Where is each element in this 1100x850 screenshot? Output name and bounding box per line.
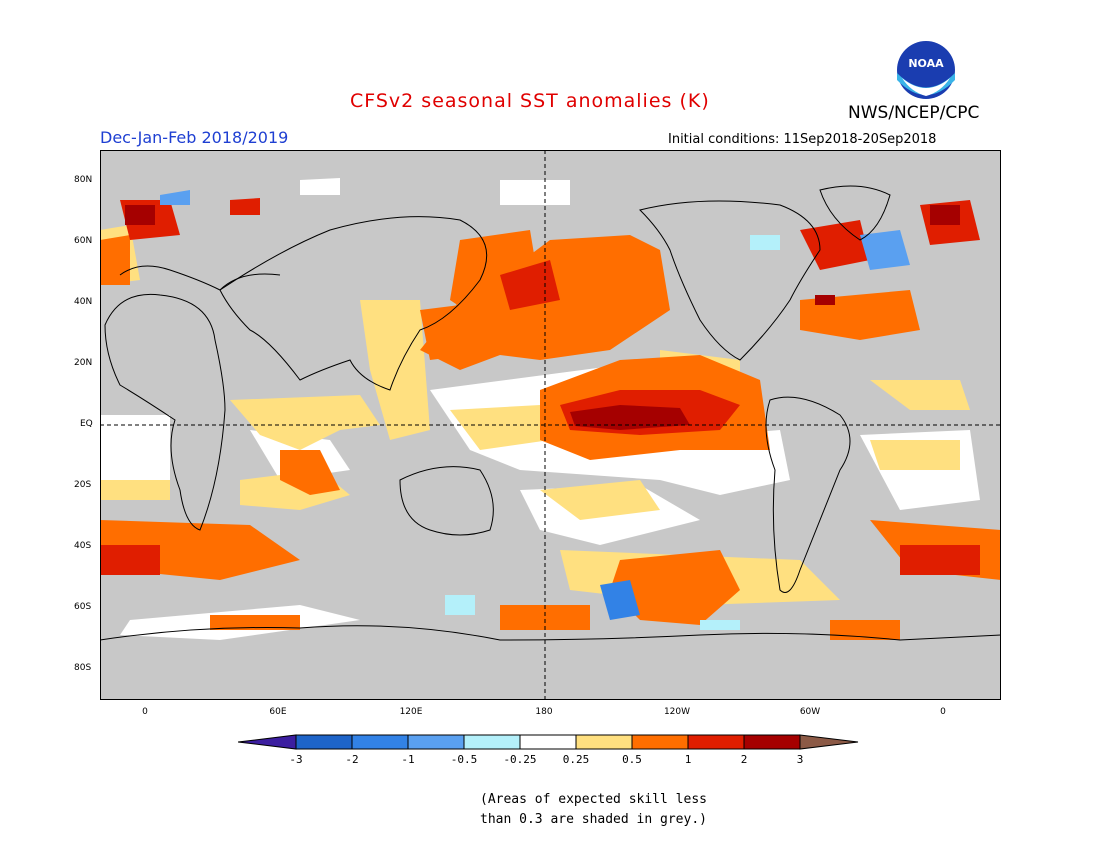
skill-note-line2: than 0.3 are shaded in grey.): [480, 812, 707, 827]
colorbar: [238, 734, 859, 750]
initial-conditions-label: Initial conditions: 11Sep2018-20Sep2018: [668, 132, 937, 147]
skill-note-line1: (Areas of expected skill less: [480, 792, 707, 807]
lat-label: 20S: [74, 480, 92, 490]
colorbar-segment: [407, 734, 465, 750]
colorbar-label: -2: [345, 753, 359, 766]
lat-label: 80N: [74, 175, 93, 185]
map-title: CFSv2 seasonal SST anomalies (K): [350, 90, 710, 112]
lon-label: 180: [535, 707, 553, 717]
colorbar-label: 2: [740, 753, 748, 766]
colorbar-segment: [238, 734, 297, 750]
colorbar-label: 1: [684, 753, 692, 766]
season-label: Dec-Jan-Feb 2018/2019: [100, 128, 289, 147]
colorbar-segment: [295, 734, 353, 750]
colorbar-label: 0.25: [562, 753, 590, 766]
lat-label: 40S: [74, 541, 92, 551]
colorbar-label: -3: [289, 753, 303, 766]
lat-label: 80S: [74, 663, 92, 673]
lon-label: 0: [940, 707, 946, 717]
lon-label: 60E: [269, 707, 287, 717]
colorbar-segment: [463, 734, 521, 750]
colorbar-segment: [351, 734, 409, 750]
lon-label: 120W: [663, 707, 691, 717]
blue-anomaly-regions: [160, 190, 910, 630]
lat-label: 40N: [74, 297, 93, 307]
svg-text:NOAA: NOAA: [908, 57, 944, 70]
colorbar-label: -1: [401, 753, 415, 766]
darkred-anomaly-regions: [125, 205, 960, 430]
lon-label: 0: [142, 707, 148, 717]
colorbar-segment: [687, 734, 745, 750]
colorbar-label: -0.25: [503, 753, 537, 766]
colorbar-label: -0.5: [450, 753, 478, 766]
lat-label: 20N: [74, 358, 93, 368]
lat-label: 60S: [74, 602, 92, 612]
coastlines: [100, 185, 1001, 641]
lon-label: 60W: [799, 707, 821, 717]
lon-label: 120E: [399, 707, 423, 717]
colorbar-segment: [631, 734, 689, 750]
colorbar-segment: [575, 734, 633, 750]
noaa-logo-icon: NOAA: [897, 41, 955, 99]
colorbar-segment: [743, 734, 801, 750]
colorbar-label: 3: [796, 753, 804, 766]
lat-label: EQ: [80, 419, 93, 429]
agency-label: NWS/NCEP/CPC: [848, 103, 980, 123]
colorbar-segment: [799, 734, 859, 750]
colorbar-segment: [519, 734, 577, 750]
lat-label: 60N: [74, 236, 93, 246]
sst-anomaly-map: [100, 150, 1001, 700]
colorbar-label: 0.5: [622, 753, 642, 766]
